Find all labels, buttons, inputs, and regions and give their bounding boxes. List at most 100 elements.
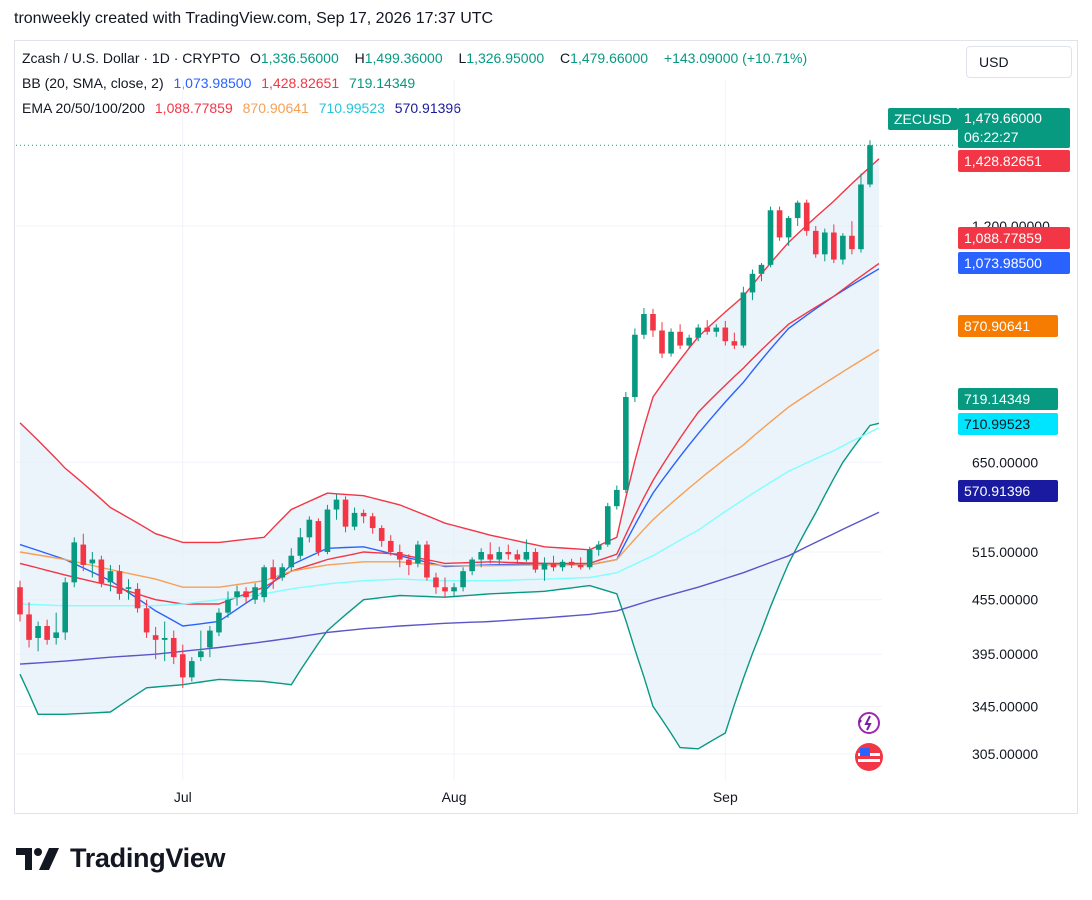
candle-body [785, 218, 792, 238]
candle-body [812, 230, 819, 255]
candle-body [71, 542, 78, 583]
x-tick-label: Jul [174, 789, 192, 805]
chart-panel[interactable] [14, 40, 1078, 814]
candle-body [641, 314, 647, 335]
candle-body [369, 516, 376, 529]
candle-body [532, 551, 539, 570]
change-value: +143.09000 (+10.71%) [663, 50, 808, 66]
close-value: 1,479.66000 [570, 50, 649, 66]
candle-body [487, 554, 494, 560]
candle-body [840, 235, 846, 260]
candle-body [234, 591, 240, 598]
candle-body [170, 637, 177, 658]
symbol-badge: ZECUSD [888, 108, 958, 130]
candle-body [831, 232, 837, 260]
candle-body [80, 544, 87, 565]
candle-body [668, 331, 674, 354]
ema20-line [19, 262, 880, 605]
candle-body [125, 587, 132, 589]
y-tick-label: 395.00000 [972, 646, 1038, 662]
currency-selector[interactable]: USD [966, 46, 1072, 78]
candle-body [143, 608, 150, 633]
candle-body [116, 571, 123, 594]
candle-body [216, 612, 222, 633]
candle-body [306, 519, 313, 538]
open-label: O [249, 50, 261, 66]
bb-upper-line [19, 158, 880, 551]
last-price-label: 1,479.66000 06:22:27 [958, 108, 1070, 148]
candle-body [722, 327, 729, 342]
ema50-badge: 870.90641 [958, 315, 1058, 337]
candle-body [198, 651, 204, 658]
candle-body [415, 544, 421, 564]
y-tick-label: 305.00000 [972, 746, 1038, 762]
ema100-line [19, 427, 880, 607]
last-price: 1,479.66000 [964, 110, 1042, 126]
tradingview-logo-icon [16, 847, 59, 870]
chart-caption: tronweekly created with TradingView.com,… [14, 10, 494, 27]
candle-body [731, 341, 738, 346]
low-label: L [458, 50, 467, 66]
candle-body [152, 635, 159, 640]
candle-body [867, 145, 873, 185]
bb-upper-value: 1,428.82651 [261, 75, 340, 91]
candle-body [134, 588, 141, 609]
candle-body [387, 540, 394, 552]
candle-body [713, 327, 720, 332]
candle-body [595, 544, 602, 550]
candle-body [559, 561, 566, 568]
bb-lower-badge: 719.14349 [958, 388, 1058, 410]
candle-body [53, 632, 59, 638]
candle-body [270, 567, 276, 580]
candle-body [360, 512, 367, 517]
candle-body [207, 630, 213, 648]
candle-body [505, 551, 512, 555]
candle-body [351, 512, 358, 527]
candle-body [451, 587, 457, 592]
candle-body [424, 544, 430, 578]
candle-body [523, 551, 530, 560]
candle-body [252, 587, 258, 600]
candle-body [776, 210, 783, 238]
ema20-value: 1,088.77859 [154, 100, 233, 116]
sparkle-icon[interactable] [852, 708, 882, 738]
candle-body [695, 327, 701, 338]
candle-body [858, 184, 864, 250]
candle-body [315, 521, 322, 552]
symbol-title: Zcash / U.S. Dollar · 1D · CRYPTO [22, 50, 241, 66]
ema100-value: 710.99523 [318, 100, 385, 116]
candle-body [189, 661, 195, 678]
candle-body [243, 591, 249, 598]
candle-body [740, 292, 747, 346]
candle-body [550, 563, 557, 568]
candle-body [632, 334, 638, 397]
candle-body [514, 554, 521, 560]
ema200-value: 570.91396 [394, 100, 461, 116]
candle-body [794, 202, 801, 219]
tradingview-logo: TradingView [16, 843, 226, 874]
bb-lower-value: 719.14349 [349, 75, 416, 91]
y-tick-label: 650.00000 [972, 454, 1038, 470]
candle-body [89, 559, 96, 564]
candle-body [469, 559, 475, 572]
candle-body [279, 567, 286, 578]
candle-body [26, 614, 32, 640]
bb-upper-badge: 1,428.82651 [958, 150, 1070, 172]
candle-body [333, 499, 340, 510]
candle-body [107, 571, 114, 583]
brand-name: TradingView [70, 843, 226, 873]
candle-body [378, 528, 385, 541]
candle-body [496, 551, 503, 560]
ema20-badge: 1,088.77859 [958, 227, 1070, 249]
candle-body [623, 396, 629, 490]
us-flag-icon[interactable] [854, 742, 884, 772]
candle-body [659, 330, 665, 354]
candle-body [677, 331, 683, 346]
candle-body [35, 626, 41, 638]
y-tick-label: 515.00000 [972, 544, 1038, 560]
ema50-line [19, 348, 880, 588]
ema200-line [19, 511, 880, 665]
bb-lower-line [19, 422, 880, 750]
candle-body [44, 626, 50, 640]
